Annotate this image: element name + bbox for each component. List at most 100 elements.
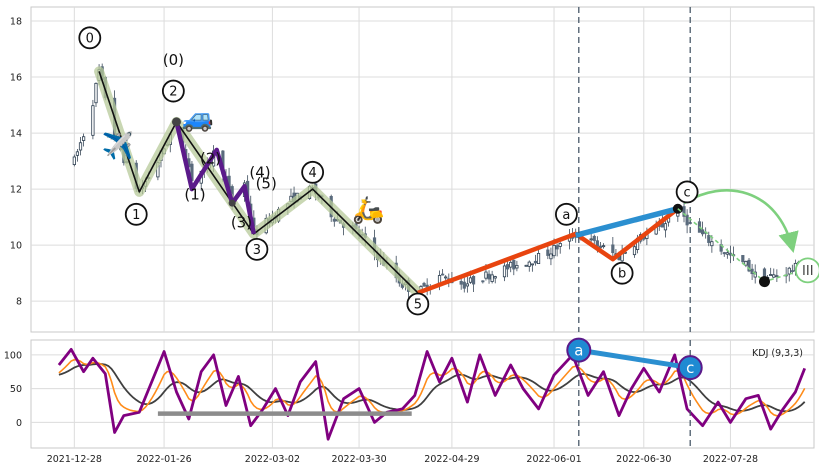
car-icon: 🚙 [182, 103, 214, 133]
kdj-j-line [57, 347, 807, 441]
candle-body [72, 156, 76, 165]
price-panel [30, 6, 815, 333]
price-y-tick-label: 12 [10, 185, 22, 196]
candle-body [524, 264, 528, 267]
wave-labels: 0 1 2 3 4 5 (0) (1) (2) (3) (4)(5) a b c III ✈️ 🚙 🛵 [78, 26, 819, 316]
wave-label: 5 [414, 297, 422, 312]
wave-label-circle [78, 26, 102, 50]
wave-label: 4 [308, 166, 316, 181]
candle-body [533, 260, 538, 264]
elliott-main-line [98, 71, 419, 294]
wave-label: 1 [132, 208, 140, 223]
wave-label: 2 [169, 85, 177, 100]
elliott-sub-line [174, 121, 257, 235]
candle-body [484, 271, 488, 279]
kdj-marker-circle [677, 355, 703, 381]
candle-body [512, 259, 516, 270]
wave-label-circle [610, 261, 634, 285]
candle-body [700, 229, 705, 235]
wave-label: 0 [86, 31, 94, 46]
candle-body [536, 253, 541, 265]
correction-abc-line [417, 206, 680, 295]
candle-body [78, 142, 83, 151]
sub-wave-label: (3) [231, 214, 252, 232]
kdj-a-c-connector [578, 347, 691, 371]
candle-body [481, 280, 485, 283]
kdj-y-axis: 0 50 100 [4, 350, 22, 429]
candle-body [549, 253, 553, 260]
candle-body [741, 255, 745, 263]
candle-body [769, 274, 773, 276]
candle-body [465, 283, 469, 287]
airplane-icon: ✈️ [101, 129, 133, 161]
candle-body [601, 245, 606, 248]
wave-label: c [684, 185, 691, 200]
projection-arrow [683, 189, 799, 253]
candle-body [682, 206, 686, 217]
sub-wave-label: (2) [200, 149, 221, 167]
price-y-tick-label: 10 [10, 241, 22, 252]
candle-body [710, 241, 714, 247]
wave-label-circle [124, 202, 148, 226]
kdj-title: KDJ (9,3,3) [752, 348, 803, 359]
pivot-dot [171, 117, 181, 127]
price-y-tick-label: 14 [10, 129, 22, 140]
candle-body [632, 246, 637, 256]
candle-body [589, 238, 593, 241]
candle-body [332, 218, 336, 222]
price-y-tick-label: 18 [10, 17, 22, 28]
kdj-panel [30, 339, 815, 449]
candle-body [471, 275, 476, 285]
wave-label: a [562, 208, 570, 223]
kdj-marker-label: a [574, 342, 583, 360]
x-tick-label: 2021-12-28 [47, 454, 102, 465]
candle-body [506, 264, 510, 270]
a-c-connector [575, 206, 679, 238]
wave-label-circle [301, 160, 325, 184]
kdj-marker-circle [566, 337, 592, 363]
wave-label-circle [161, 79, 185, 103]
kdj-marker-label: c [686, 359, 694, 377]
candle-body [515, 265, 519, 269]
wave-label-circle [245, 237, 269, 261]
candle-body [555, 245, 559, 250]
candle-body [444, 276, 448, 279]
candle-body [592, 235, 596, 241]
kdj-y-tick-label: 50 [10, 384, 22, 395]
candle-body [509, 261, 513, 268]
candle-body [75, 151, 80, 156]
x-tick-label: 2022-04-29 [424, 454, 479, 465]
sub-wave-label: (1) [184, 186, 205, 204]
wave-label: b [618, 267, 626, 282]
candle-body [611, 244, 615, 254]
candle-body [772, 274, 776, 278]
candle-body [787, 267, 791, 275]
candle-body [707, 235, 711, 243]
x-tick-label: 2022-06-01 [526, 454, 581, 465]
kdj-y-tick-label: 0 [16, 418, 22, 429]
candle-body [722, 252, 726, 255]
candle-body [750, 268, 754, 275]
sub-wave-label: (4) [249, 163, 270, 181]
x-tick-label: 2022-01-26 [136, 454, 191, 465]
candle-body [462, 281, 466, 289]
wave-label: III [802, 264, 814, 279]
candle-body [487, 273, 491, 280]
price-y-tick-label: 16 [10, 73, 22, 84]
candle-body [598, 245, 603, 249]
wave-label: 3 [253, 243, 261, 258]
wave-label-circle [555, 202, 578, 226]
candle-body [490, 274, 494, 282]
candle-body [527, 261, 531, 267]
candle-body [685, 214, 689, 226]
kdj-overlays: ac [566, 337, 703, 448]
candle-body [459, 280, 463, 285]
candle-body [744, 261, 748, 266]
projection-low-dot [758, 276, 770, 288]
candle-body [94, 82, 98, 104]
kdj-y-tick-label: 100 [4, 350, 22, 361]
wave-label-circle [794, 257, 819, 284]
candle-body [725, 252, 729, 255]
